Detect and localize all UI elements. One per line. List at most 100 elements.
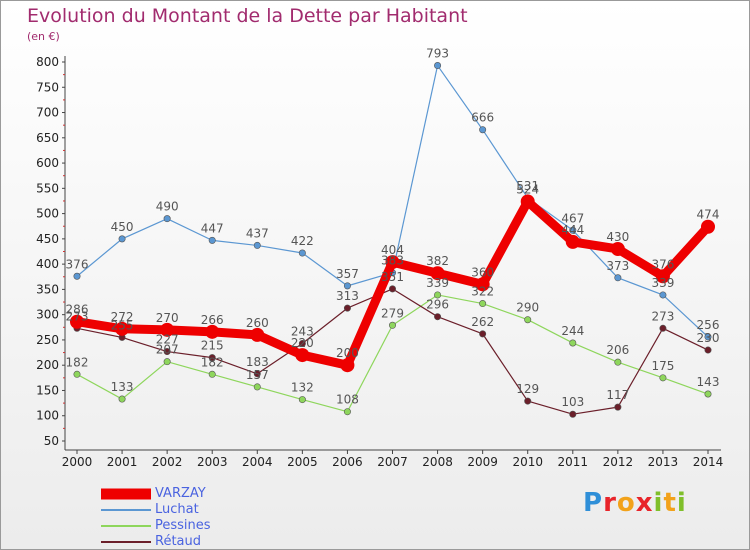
data-point — [434, 313, 442, 321]
data-label: 270 — [156, 311, 179, 325]
data-label: 313 — [336, 289, 359, 303]
data-point — [163, 215, 171, 223]
data-point — [70, 314, 84, 329]
data-label: 296 — [426, 298, 449, 312]
data-point — [160, 322, 175, 337]
proxiti-logo: Proxiti — [583, 488, 687, 518]
y-tick-label: 250 — [36, 333, 59, 347]
data-label: 129 — [516, 382, 539, 396]
legend-label-varzay: VARZAY — [155, 486, 206, 501]
y-tick-label: 550 — [36, 181, 59, 195]
x-tick-label: 2004 — [242, 455, 273, 469]
data-label: 230 — [697, 331, 720, 345]
data-point — [205, 324, 220, 339]
y-tick-label: 450 — [36, 232, 59, 246]
data-point — [295, 348, 310, 363]
data-label: 357 — [336, 267, 359, 281]
data-label: 220 — [291, 336, 314, 350]
data-point — [659, 291, 667, 299]
data-point — [479, 330, 487, 338]
data-point — [655, 269, 670, 284]
data-label: 108 — [336, 393, 359, 407]
data-label: 157 — [246, 368, 269, 382]
data-point — [343, 282, 351, 290]
data-label: 117 — [606, 388, 629, 402]
logo-letter: P — [583, 488, 604, 518]
data-point — [388, 285, 396, 293]
data-label: 183 — [246, 355, 269, 369]
data-label: 256 — [697, 318, 720, 332]
data-point — [704, 333, 712, 341]
data-label: 243 — [291, 324, 314, 338]
data-label: 286 — [66, 303, 89, 317]
data-label: 351 — [381, 270, 404, 284]
data-label: 132 — [291, 381, 314, 395]
data-label: 133 — [111, 380, 134, 394]
data-point — [385, 255, 400, 270]
data-point — [250, 327, 265, 342]
x-tick-label: 2011 — [558, 455, 589, 469]
data-point — [524, 316, 532, 324]
x-tick-label: 2006 — [332, 455, 363, 469]
data-label: 260 — [246, 316, 269, 330]
x-tick-label: 2012 — [603, 455, 634, 469]
legend-label-pessines: Pessines — [155, 518, 211, 533]
data-label: 360 — [471, 265, 494, 279]
data-point — [298, 339, 306, 347]
x-tick-label: 2003 — [197, 455, 228, 469]
y-tick-label: 350 — [36, 282, 59, 296]
y-tick-label: 400 — [36, 257, 59, 271]
data-point — [479, 300, 487, 308]
data-point — [569, 410, 577, 418]
data-label: 262 — [471, 315, 494, 329]
data-point — [253, 241, 261, 249]
data-point — [298, 396, 306, 404]
data-label: 376 — [66, 257, 89, 271]
data-point — [163, 358, 171, 366]
data-point — [524, 397, 532, 405]
data-point — [479, 126, 487, 134]
data-label: 490 — [156, 200, 179, 214]
x-tick-label: 2009 — [467, 455, 498, 469]
data-label: 524 — [516, 182, 539, 196]
logo-letter: i — [653, 488, 664, 518]
data-label: 382 — [426, 254, 449, 268]
logo-letter: i — [676, 488, 687, 518]
data-point — [118, 395, 126, 403]
chart-unit-label: (en €) — [27, 30, 60, 43]
y-tick-label: 650 — [36, 131, 59, 145]
chart-title: Evolution du Montant de la Dette par Hab… — [27, 5, 468, 27]
legend-label-luchat: Luchat — [155, 502, 199, 517]
data-point — [118, 235, 126, 243]
data-point — [343, 304, 351, 312]
data-label: 444 — [561, 223, 584, 237]
legend-swatch-retaud — [101, 541, 151, 543]
data-point — [704, 346, 712, 354]
data-label: 373 — [606, 259, 629, 273]
data-point — [208, 354, 216, 362]
data-label: 290 — [516, 301, 539, 315]
data-point — [659, 324, 667, 332]
x-tick-label: 2008 — [422, 455, 453, 469]
data-label: 404 — [381, 243, 404, 257]
data-label: 430 — [606, 230, 629, 244]
x-tick-label: 2007 — [377, 455, 408, 469]
data-label: 279 — [381, 306, 404, 320]
data-label: 273 — [66, 309, 89, 323]
x-tick-label: 2005 — [287, 455, 318, 469]
data-point — [343, 408, 351, 416]
legend-swatch-pessines — [101, 525, 151, 527]
legend-swatch-varzay — [101, 488, 151, 500]
logo-letter: x — [635, 488, 654, 518]
y-tick-label: 800 — [36, 55, 59, 69]
data-point — [434, 291, 442, 299]
x-tick-label: 2010 — [512, 455, 543, 469]
data-label: 103 — [561, 395, 584, 409]
logo-letter: o — [616, 488, 636, 518]
data-label: 322 — [471, 285, 494, 299]
data-label: 244 — [561, 324, 584, 338]
data-point — [434, 62, 442, 70]
data-label: 467 — [561, 211, 584, 225]
